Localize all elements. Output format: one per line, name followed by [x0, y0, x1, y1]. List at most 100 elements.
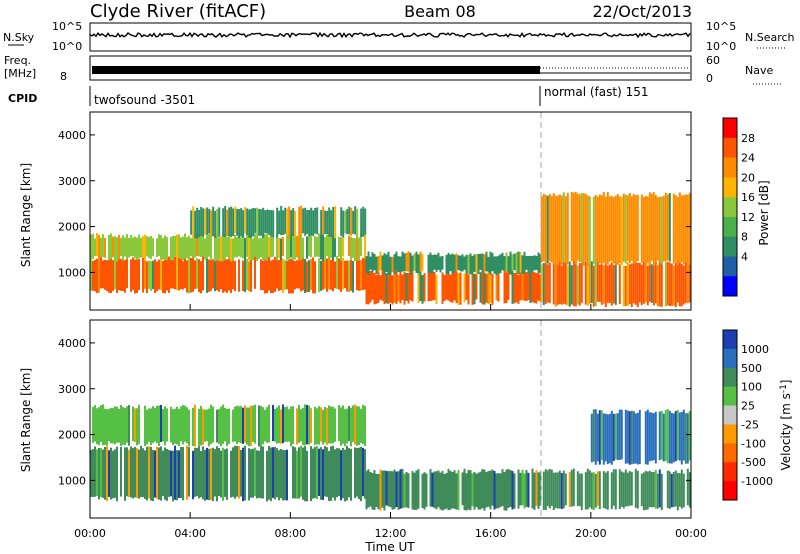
- data-cell: [672, 472, 675, 508]
- data-cell: [160, 405, 162, 442]
- data-cell: [96, 258, 98, 294]
- data-cell: [445, 254, 448, 275]
- data-cell: [128, 405, 130, 446]
- data-cell: [562, 470, 565, 509]
- data-cell: [298, 404, 300, 443]
- data-cell: [537, 472, 540, 509]
- power-colorbar-segment: [723, 236, 737, 257]
- data-cell: [120, 446, 122, 497]
- data-cell: [672, 193, 675, 264]
- data-cell: [642, 261, 645, 304]
- data-cell: [342, 448, 344, 499]
- data-cell: [96, 233, 98, 257]
- data-cell: [554, 195, 557, 262]
- data-cell: [596, 196, 599, 263]
- data-cell: [238, 445, 240, 499]
- data-cell: [457, 470, 460, 511]
- data-cell: [248, 209, 251, 238]
- data-cell: [210, 448, 212, 501]
- data-cell: [556, 264, 559, 305]
- velocity-colorbar-segment: [723, 348, 737, 369]
- data-cell: [562, 262, 565, 304]
- data-cell: [156, 405, 158, 443]
- data-cell: [626, 472, 629, 507]
- data-cell: [505, 252, 508, 273]
- data-cell: [439, 256, 442, 273]
- data-cell: [676, 409, 679, 460]
- data-cell: [650, 412, 653, 461]
- data-cell: [330, 259, 332, 290]
- data-cell: [342, 405, 344, 444]
- data-cell: [548, 468, 551, 509]
- velocity-colorbar-tick: 100: [741, 381, 762, 394]
- data-cell: [258, 209, 261, 236]
- data-cell: [156, 261, 158, 292]
- data-cell: [298, 207, 301, 239]
- data-cell: [220, 257, 222, 290]
- data-cell: [614, 195, 617, 266]
- data-cell: [292, 257, 294, 294]
- data-cell: [610, 195, 613, 262]
- data-cell: [116, 446, 118, 502]
- data-cell: [503, 256, 506, 270]
- data-cell: [156, 446, 158, 499]
- data-cell: [614, 469, 617, 510]
- data-cell: [511, 470, 514, 510]
- data-cell: [358, 257, 360, 291]
- data-cell: [162, 238, 164, 260]
- data-cell: [234, 206, 237, 234]
- data-cell: [160, 259, 162, 290]
- data-cell: [222, 234, 224, 262]
- data-cell: [172, 259, 174, 289]
- data-cell: [310, 207, 313, 236]
- data-cell: [387, 251, 390, 275]
- data-cell: [164, 258, 166, 294]
- station-title: Clyde River (fitACF): [90, 1, 266, 22]
- data-cell: [324, 257, 326, 289]
- data-cell: [284, 450, 286, 501]
- data-cell: [537, 271, 540, 301]
- data-cell: [328, 451, 330, 501]
- data-cell: [178, 257, 180, 291]
- data-cell: [660, 473, 663, 511]
- data-cell: [250, 208, 253, 238]
- data-cell: [666, 409, 669, 464]
- data-cell: [166, 408, 168, 442]
- data-cell: [306, 210, 309, 234]
- data-cell: [352, 237, 354, 258]
- data-cell: [260, 237, 262, 258]
- data-cell: [602, 471, 605, 508]
- data-cell: [650, 264, 653, 303]
- data-cell: [600, 195, 603, 265]
- data-cell: [606, 191, 609, 265]
- data-cell: [230, 260, 232, 293]
- data-cell: [152, 406, 154, 444]
- power-colorbar-tick: 12: [741, 211, 755, 224]
- data-cell: [604, 472, 607, 509]
- data-cell: [475, 254, 478, 275]
- data-cell: [322, 449, 324, 500]
- data-cell: [218, 408, 220, 444]
- data-cell: [194, 260, 196, 289]
- noise-left-label: N.Sky: [3, 31, 35, 44]
- data-cell: [244, 238, 246, 260]
- velocity-colorbar-frame: [722, 329, 738, 501]
- data-cell: [260, 259, 262, 291]
- data-cell: [100, 448, 102, 498]
- data-cell: [650, 193, 653, 261]
- data-cell: [214, 235, 216, 262]
- data-cell: [276, 207, 279, 238]
- data-cell: [371, 270, 374, 300]
- data-cell: [112, 450, 114, 499]
- cpid-segment-2: normal (fast) 151: [544, 85, 648, 99]
- data-cell: [254, 255, 256, 289]
- data-cell: [680, 469, 683, 509]
- data-cell: [170, 237, 172, 261]
- data-cell: [320, 407, 322, 442]
- data-cell: [324, 237, 326, 261]
- data-cell: [566, 192, 569, 265]
- data-cell: [674, 263, 677, 307]
- data-cell: [266, 234, 268, 261]
- data-cell: [242, 210, 245, 238]
- data-cell: [250, 259, 252, 292]
